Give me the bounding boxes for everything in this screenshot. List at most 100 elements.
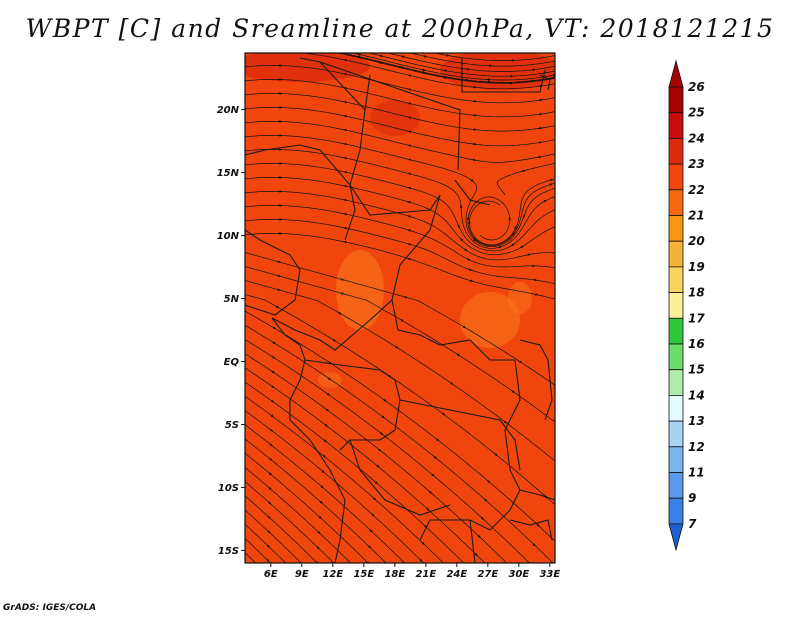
streamline-arrow [266,558,270,563]
streamline [245,205,555,269]
streamline-arrow [428,490,432,494]
colorbar-swatch [668,189,684,216]
streamline-arrow [357,53,362,56]
streamline-arrow [421,541,425,545]
colorbar-swatch [668,394,684,422]
streamline-arrow [441,412,446,416]
streamline [245,324,554,563]
lat-tick-label: 5S [225,420,239,431]
streamline-arrow [369,529,373,533]
streamline [245,438,387,563]
streamline-arrow [510,243,515,247]
colorbar-label: 20 [688,234,705,248]
colorbar: 26 25 24 23 22 21 20 19 18 17 16 15 14 13 12 11 9 7 [668,59,705,552]
lat-tick-label: 20N [217,105,240,116]
streamline-arrow [323,439,327,443]
grads-credit: GrADS: IGES/COLA [3,603,97,613]
streamline-arrow [407,158,412,161]
streamline [469,178,555,246]
streamline-arrow [337,311,342,315]
streamline-arrow [272,326,277,330]
colorbar-label: 15 [688,363,705,377]
streamline-arrow [382,398,387,402]
streamline-arrow [449,381,454,385]
lon-tick-label: 33E [539,569,560,580]
streamline-arrow [555,461,557,463]
streamline-arrow [435,438,440,442]
lon-tick-label: 30E [508,569,529,580]
colorbar-swatch [668,292,684,319]
colorbar-swatch [668,137,684,165]
lon-tick-label: 15E [353,569,374,580]
streamline-arrow [511,390,515,393]
colorbar-label: 11 [688,466,705,480]
streamline-arrow [320,485,324,489]
streamline [245,191,555,261]
streamline-arrow [533,293,539,296]
streamline-arrow [339,291,345,295]
streamline-arrow [318,515,322,519]
streamline-arrow [407,186,412,190]
streamline-arrow [471,158,477,162]
streamline [245,93,555,132]
streamline-arrow [549,178,554,182]
streamline-arrow [270,399,275,403]
lon-tick-label: 9E [295,569,309,580]
streamline-arrow [466,257,471,261]
lat-tick-label: 10N [217,231,240,242]
streamline [245,233,555,300]
streamline-arrow [457,224,460,229]
streamline-arrow [324,423,328,427]
streamline-arrow [332,338,337,342]
lon-tick-label: 21E [415,569,436,580]
streamline-arrow [377,448,382,452]
streamline-arrow [407,172,412,175]
colorbar-label: 26 [688,80,705,94]
streamline [245,310,555,542]
streamline-arrow [421,68,426,72]
streamline-arrow [381,415,385,419]
colorbar-label: 24 [688,131,705,145]
latitude-axis: 20N 15N 10N 5N EQ 5S 10S 15S [217,105,245,557]
colorbar-bottom-arrow [668,523,684,552]
colorbar-swatch [668,240,684,268]
streamlines [245,53,557,563]
streamline-arrow [542,200,547,203]
streamline-arrow [336,53,340,54]
streamline-arrow [275,305,280,308]
streamline-arrow [378,61,383,65]
streamline-arrow [456,353,461,357]
streamline-arrow [316,545,320,550]
colorbar-swatch [668,163,684,191]
streamline-arrow [469,178,474,182]
streamline-arrow [442,76,448,79]
streamline-arrow [399,65,405,69]
streamline-arrow [511,232,515,236]
streamline-arrow [269,443,273,447]
lat-tick-label: 5N [224,294,240,305]
streamline [245,537,271,563]
streamline-arrow [343,142,348,146]
streamline [496,162,555,196]
streamline-arrow [266,529,271,534]
streamline-arrow [339,277,345,281]
streamline [340,53,555,83]
streamline-arrow [407,200,412,204]
streamline-arrow [522,214,525,219]
streamline-arrow [394,345,399,349]
streamline-arrow [379,431,384,435]
streamline-arrow [497,245,502,249]
colorbar-swatch [668,86,684,114]
streamline-arrow [343,128,348,132]
streamline-arrow [322,454,326,458]
streamline [245,339,530,563]
streamline [245,523,287,563]
colorbar-swatch [668,112,684,139]
streamline-arrow [403,295,408,299]
streamline-arrow [483,498,488,502]
colorbar-label: 16 [688,337,705,351]
streamline-arrow [367,545,372,549]
streamline-arrow [463,248,468,251]
colorbar-swatch [668,317,684,345]
